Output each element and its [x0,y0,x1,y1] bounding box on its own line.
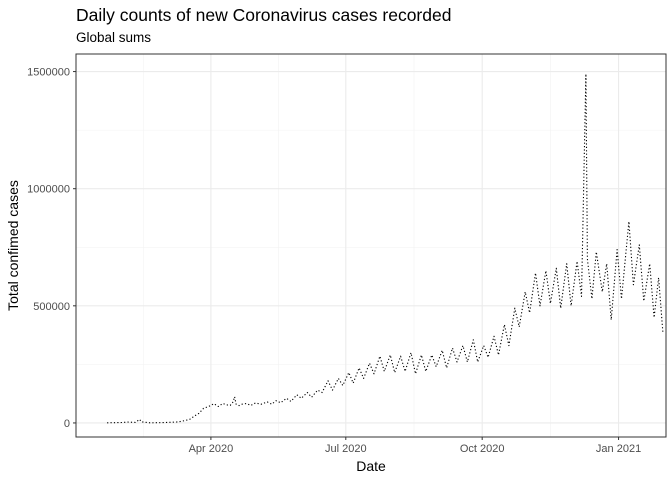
y-tick-label: 0 [64,418,70,430]
x-tick-label: Apr 2020 [189,443,234,455]
series-layer [107,73,664,424]
series-line [107,73,664,424]
y-axis-title: Total confimed cases [5,180,21,311]
major-gridlines [76,54,666,437]
y-tick-label: 500000 [33,301,70,313]
x-tick-label: Jul 2020 [325,443,367,455]
panel-border [75,53,667,438]
y-tick-label: 1000000 [27,184,70,196]
tick-labels: 0 500000 1000000 1500000 Apr 2020 Jul 2020 Oct… [27,67,641,455]
minor-gridlines [76,54,666,437]
axis-ticks [73,71,620,440]
x-tick-label: Oct 2020 [460,443,505,455]
y-tick-label: 1500000 [27,67,70,79]
x-axis-title: Date [356,458,386,474]
chart-subtitle: Global sums [76,30,152,45]
chart-title: Daily counts of new Coronavirus cases re… [76,5,452,25]
x-tick-label: Jan 2021 [596,443,641,455]
